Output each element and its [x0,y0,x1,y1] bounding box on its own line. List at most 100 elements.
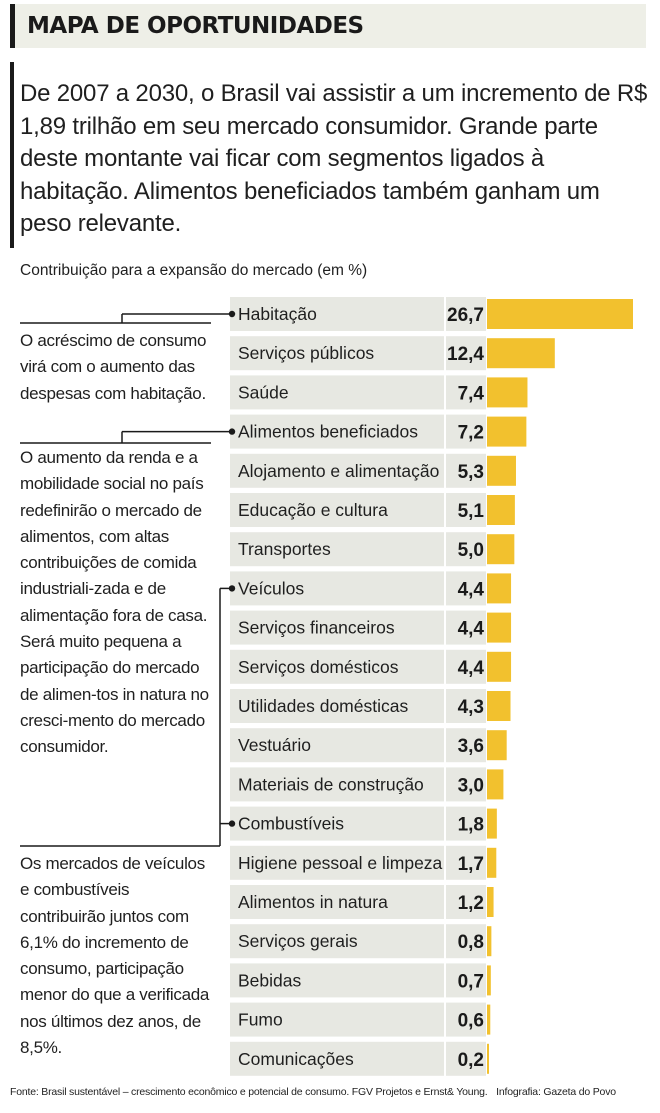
bar [487,338,555,369]
value-label: 7,2 [458,423,484,444]
category-label: Saúde [238,382,289,402]
value-label: 4,4 [458,619,485,640]
row-value-bg [446,885,486,919]
value-label: 0,6 [458,1011,484,1032]
row-label-bg [230,963,444,998]
bar [487,651,512,682]
row-label-bg [230,806,444,841]
bar [487,455,516,486]
intro-text: De 2007 a 2030, o Brasil vai assistir a … [20,80,648,237]
row-value-bg [446,1041,486,1076]
category-label: Vestuário [238,735,311,755]
category-label: Higiene pessoal e limpeza [238,853,443,873]
bar [487,691,511,721]
row-value-bg [446,963,486,998]
row-value-bg [446,1002,486,1037]
row-label-bg [230,453,444,488]
row-value-bg [446,414,486,449]
value-label: 7,4 [458,383,485,404]
row-value-bg [446,767,486,802]
chart-title: Contribuição para a expansão do mercado … [20,262,368,279]
value-label: 12,4 [447,344,484,365]
row-value-bg [446,610,486,645]
source-text: Fonte: Brasil sustentável – crescimento … [10,1086,488,1098]
category-label: Alimentos beneficiados [238,422,418,442]
category-label: Alimentos in natura [238,892,388,912]
category-label: Habitação [238,304,317,324]
row-label-bg [230,924,444,959]
value-label: 26,7 [447,305,484,326]
value-label: 4,4 [458,658,485,679]
row-label-bg [230,532,444,567]
row-value-bg [446,845,486,880]
bar [487,573,512,604]
value-label: 3,6 [458,736,484,757]
bar [487,808,497,839]
bar [487,416,527,447]
row-value-bg [446,924,486,959]
category-label: Serviços públicos [238,343,374,363]
row-label-bg [230,493,444,527]
row-label-bg [230,297,444,331]
row-label-bg [230,845,444,880]
chart-rows: Habitação 26,7 Serviços públicos 12,4 Saúde 7… [230,297,633,1076]
page-title: MAPA DE OPORTUNIDADES [27,13,364,39]
row-label-bg [230,649,444,684]
row-label-bg [230,1041,444,1076]
category-label: Serviços financeiros [238,618,395,638]
connector-dot [228,820,236,827]
category-label: Fumo [238,1010,283,1030]
row-label-bg [230,728,444,763]
bar [487,926,492,957]
value-label: 3,0 [458,775,484,796]
value-label: 5,1 [458,501,485,522]
bar [487,887,494,917]
connector-dot [228,310,236,318]
bar [487,377,528,408]
note-alimentos: O aumento da renda e a mobilidade social… [20,448,209,757]
credit-text: Infografia: Gazeta do Povo [496,1086,616,1098]
row-value-bg [446,375,486,410]
row-label-bg [230,689,444,723]
row-value-bg [446,806,486,841]
note-connectors [20,310,236,847]
value-label: 1,8 [458,815,484,836]
bar [487,1004,491,1035]
category-label: Serviços domésticos [238,657,399,677]
row-value-bg [446,728,486,763]
row-value-bg [446,336,486,371]
footer: Fonte: Brasil sustentável – crescimento … [10,1086,616,1098]
row-value-bg [446,649,486,684]
row-label-bg [230,885,444,919]
bar [487,847,497,878]
row-value-bg [446,297,486,331]
title-bar: MAPA DE OPORTUNIDADES [10,4,646,48]
category-label: Serviços gerais [238,931,358,951]
row-value-bg [446,571,486,606]
row-value-bg [446,689,486,723]
value-label: 0,2 [458,1050,484,1071]
connector-dot [228,585,236,592]
category-label: Veículos [238,578,304,598]
value-label: 4,3 [458,697,484,718]
note-habitacao: O acréscimo de consumo virá com o aument… [20,331,207,403]
bar [487,769,504,800]
row-label-bg [230,336,444,371]
note-veiculos: Os mercados de veículos e combustíveis c… [20,854,210,1058]
category-label: Combustíveis [238,814,344,834]
bar [487,1043,489,1074]
value-label: 1,2 [458,893,484,914]
bar [487,730,507,761]
row-label-bg [230,571,444,606]
category-label: Transportes [238,539,331,559]
category-label: Educação e cultura [238,500,388,520]
row-value-bg [446,532,486,567]
bar [487,299,633,329]
category-label: Utilidades domésticas [238,696,408,716]
row-label-bg [230,1002,444,1037]
category-label: Comunicações [238,1049,354,1069]
bar [487,495,515,525]
value-label: 5,0 [458,540,484,561]
value-label: 1,7 [458,854,484,875]
